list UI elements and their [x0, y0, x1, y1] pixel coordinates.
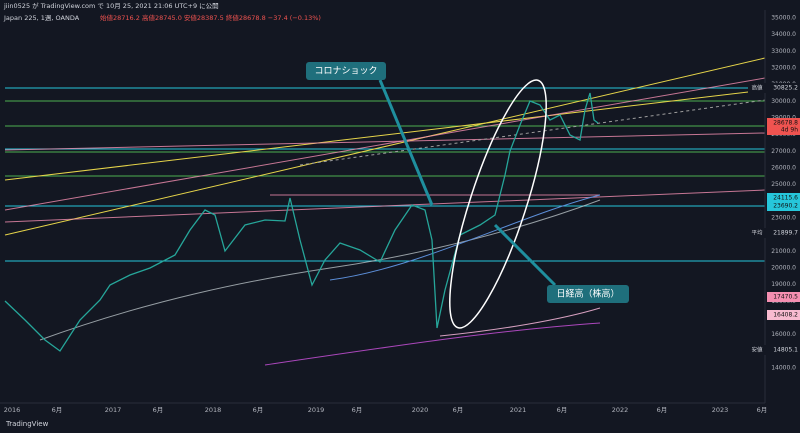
price-label: 24115.6: [773, 195, 798, 202]
time-tick: 2020: [412, 406, 429, 414]
trend-line: [4, 132, 766, 151]
price-tick: 32000.0: [771, 65, 796, 72]
price-label: 21899.7: [773, 230, 798, 237]
drawings: [4, 57, 766, 366]
price-label: 16408.2: [773, 312, 798, 319]
price-label-box: [767, 228, 800, 238]
price-label-box: [767, 292, 800, 302]
time-tick: 2023: [712, 406, 729, 414]
time-tick: 6月: [253, 406, 264, 414]
price-tick: 20000.0: [771, 265, 796, 272]
price-tick: 35000.0: [771, 15, 796, 22]
publisher: jiin0525 が TradingView.com で 10月 25, 202…: [3, 1, 219, 10]
price-label-box: [767, 345, 800, 355]
price-label: 14805.1: [773, 347, 798, 354]
time-tick: 6月: [557, 406, 568, 414]
time-tick: 2018: [205, 406, 222, 414]
price-tick: 16000.0: [771, 331, 796, 338]
trend-line: [4, 57, 766, 236]
callout-line: [493, 223, 557, 287]
time-tick: 2021: [510, 406, 527, 414]
highlight-ellipse: [449, 79, 547, 329]
callout-line: [378, 79, 434, 206]
time-tick: 2019: [308, 406, 325, 414]
time-tick: 6月: [52, 406, 63, 414]
trend-line: [4, 77, 766, 211]
time-tick: 2022: [612, 406, 629, 414]
price-label-box: [767, 83, 800, 93]
trend-line: [4, 189, 766, 223]
footer: TradingView: [5, 420, 49, 428]
price-tick: 25000.0: [771, 181, 796, 188]
symbol: Japan 225, 1週, OANDA: [3, 13, 80, 22]
price-tick: 27000.0: [771, 148, 796, 155]
ma-line: [39, 199, 601, 341]
price-label-box: [767, 201, 800, 211]
price-tag-box: [748, 83, 766, 93]
price-tag: 高値: [751, 84, 763, 92]
time-tick: 6月: [453, 406, 464, 414]
time-tick: 6月: [352, 406, 363, 414]
price-line: [4, 92, 599, 352]
time-tick: 6月: [757, 406, 768, 414]
price-tag-box: [748, 345, 766, 355]
dashed-line: [299, 99, 766, 166]
price-label: 30825.2: [773, 85, 798, 92]
price-tick: 34000.0: [771, 31, 796, 38]
price-label-box: [767, 125, 800, 135]
ma-line: [329, 194, 601, 281]
annotation: 日経高（株高）: [556, 288, 619, 300]
price-label-box: [767, 118, 800, 128]
ma-line: [439, 307, 601, 337]
price-tick: 23000.0: [771, 215, 796, 222]
price-tick: 14000.0: [771, 365, 796, 372]
price-label: 28678.8: [773, 120, 798, 127]
time-tick: 6月: [153, 406, 164, 414]
time-tick: 6月: [657, 406, 668, 414]
annotation: コロナショック: [314, 66, 377, 77]
price-tick: 19000.0: [771, 281, 796, 288]
price-tick: 21000.0: [771, 248, 796, 255]
ma-line: [264, 322, 601, 366]
time-tick: 2016: [4, 406, 21, 414]
trend-line: [4, 89, 766, 181]
price-label: 23690.2: [773, 203, 798, 210]
price-tag: 平均: [751, 229, 763, 237]
price-label: 17470.5: [773, 294, 798, 301]
ohlc: 始値28716.2 高値28745.0 安値28387.5 終値28678.8 …: [100, 13, 321, 22]
price-tick: 26000.0: [771, 165, 796, 172]
price-tag: 安値: [751, 346, 763, 354]
annotation-box: [547, 285, 629, 303]
price-label-box: [767, 193, 800, 203]
time-tick: 2017: [105, 406, 122, 414]
price-label: 4d 9h: [781, 127, 798, 134]
price-label-box: [767, 310, 800, 320]
price-tick: 30000.0: [771, 98, 796, 105]
price-tag-box: [748, 228, 766, 238]
price-tick: 33000.0: [771, 48, 796, 55]
annotation-box: [306, 62, 386, 80]
